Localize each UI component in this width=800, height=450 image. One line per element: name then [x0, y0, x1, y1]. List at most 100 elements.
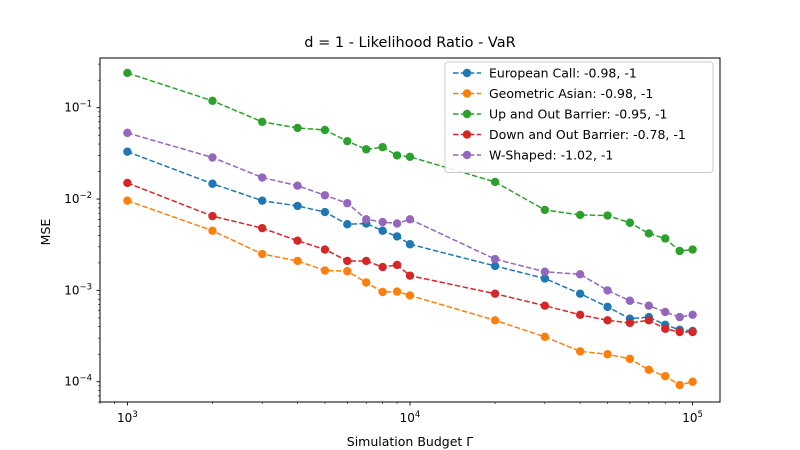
- data-point: [661, 324, 670, 333]
- data-point: [644, 301, 654, 310]
- data-point: [343, 256, 352, 266]
- data-point: [362, 215, 371, 224]
- data-point: [688, 245, 697, 254]
- data-point: [320, 191, 330, 200]
- data-point: [123, 68, 132, 78]
- data-point: [362, 145, 371, 154]
- data-point: [392, 219, 402, 228]
- x-tick-label: 105: [682, 410, 703, 425]
- data-point: [392, 232, 402, 241]
- data-point: [661, 234, 670, 243]
- data-point: [405, 152, 415, 162]
- data-point: [490, 289, 500, 298]
- x-axis-label: Simulation Budget Γ: [347, 434, 473, 449]
- data-point: [540, 205, 550, 215]
- data-point: [490, 254, 500, 264]
- data-point: [675, 246, 684, 256]
- data-point: [378, 142, 387, 152]
- data-point: [540, 274, 550, 283]
- data-point: [208, 153, 217, 162]
- data-point: [258, 249, 267, 259]
- legend-marker: [462, 130, 472, 139]
- data-point: [362, 256, 371, 266]
- data-point: [320, 245, 330, 254]
- data-point: [258, 196, 267, 205]
- legend-box: [444, 61, 714, 173]
- legend-label: W-Shaped: -1.02, -1: [489, 148, 613, 163]
- data-point: [405, 215, 415, 224]
- y-tick-label: 10−4: [64, 374, 92, 389]
- data-point: [392, 260, 402, 270]
- legend-label: European Call: -0.98, -1: [489, 66, 637, 81]
- data-point: [490, 316, 500, 325]
- data-point: [575, 347, 585, 356]
- data-point: [208, 96, 217, 105]
- data-point: [378, 217, 387, 227]
- legend-label: Geometric Asian: -0.98, -1: [489, 86, 653, 101]
- data-point: [320, 207, 330, 217]
- data-point: [625, 296, 635, 305]
- data-point: [378, 262, 387, 272]
- data-point: [293, 123, 302, 133]
- data-point: [490, 261, 500, 271]
- data-point: [575, 210, 585, 220]
- x-tick-label: 103: [117, 410, 138, 425]
- data-point: [540, 301, 550, 310]
- data-point: [675, 312, 684, 322]
- data-point: [343, 220, 352, 229]
- data-point: [258, 173, 267, 182]
- data-point: [661, 307, 670, 317]
- data-point: [343, 199, 352, 208]
- data-point: [661, 371, 670, 381]
- data-point: [603, 302, 612, 312]
- x-tick-label: 104: [400, 410, 421, 425]
- data-point: [320, 125, 330, 135]
- data-point: [293, 256, 302, 266]
- data-point: [123, 128, 132, 138]
- data-point: [123, 196, 132, 205]
- legend-marker: [462, 68, 472, 78]
- data-point: [208, 226, 217, 235]
- data-point: [405, 240, 415, 249]
- data-point: [575, 310, 585, 320]
- data-point: [675, 327, 684, 337]
- data-point: [603, 286, 612, 295]
- data-point: [208, 211, 217, 221]
- data-point: [575, 270, 585, 279]
- legend-marker: [462, 150, 472, 160]
- y-tick-label: 10−2: [64, 191, 92, 206]
- legend: European Call: -0.98, -1 Geometric Asian:…: [444, 61, 714, 173]
- legend-label: Down and Out Barrier: -0.78, -1: [489, 127, 686, 142]
- data-point: [258, 117, 267, 127]
- data-point: [675, 380, 684, 390]
- legend-marker: [462, 109, 472, 119]
- plot-area: 103 104 105 10−4 10−3 10−2 10−1: [64, 57, 721, 425]
- data-point: [405, 271, 415, 280]
- data-point: [123, 178, 132, 188]
- data-point: [293, 236, 302, 245]
- data-point: [490, 177, 500, 187]
- data-point: [362, 278, 371, 287]
- data-point: [378, 287, 387, 297]
- y-tick-label: 10−1: [64, 100, 92, 115]
- legend-label: Up and Out Barrier: -0.95, -1: [489, 107, 668, 122]
- data-point: [603, 316, 612, 325]
- data-point: [392, 287, 402, 296]
- data-point: [625, 218, 635, 227]
- data-point: [540, 267, 550, 276]
- data-point: [293, 201, 302, 211]
- data-point: [343, 136, 352, 146]
- data-point: [258, 223, 267, 233]
- data-point: [320, 266, 330, 275]
- data-point: [343, 267, 352, 276]
- chart-title: d = 1 - Likelihood Ratio - VaR: [304, 35, 515, 51]
- data-point: [123, 147, 132, 156]
- data-point: [688, 377, 697, 386]
- data-point: [378, 226, 387, 235]
- data-point: [392, 151, 402, 160]
- y-axis-label: MSE: [38, 219, 53, 246]
- data-point: [644, 316, 654, 325]
- data-point: [603, 211, 612, 220]
- data-point: [540, 332, 550, 342]
